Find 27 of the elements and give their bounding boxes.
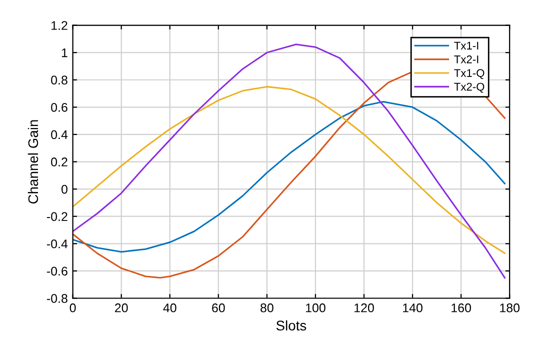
x-tick-label: 120 — [354, 303, 374, 312]
x-tick-label: 0 — [70, 303, 76, 312]
x-tick-label: 40 — [163, 303, 176, 312]
y-tick-label: 0.8 — [51, 76, 68, 85]
x-tick-label: 80 — [260, 303, 274, 312]
x-axis-title: Slots — [276, 320, 306, 331]
x-tick-label: 140 — [403, 303, 422, 312]
x-tick-label: 60 — [212, 303, 225, 312]
legend-label: Tx1-I — [454, 42, 478, 50]
y-tick-label: 1 — [62, 48, 68, 58]
legend-label: Tx2-I — [454, 55, 478, 64]
y-tick-label: 0.4 — [51, 130, 68, 140]
x-tick-label: 160 — [452, 303, 472, 312]
y-tick-label: 0.2 — [51, 158, 68, 166]
y-tick-label: -0.8 — [46, 294, 68, 303]
y-tick-label: 0.6 — [51, 102, 68, 112]
legend-label: Tx2-Q — [454, 82, 484, 93]
x-tick-label: 100 — [306, 303, 326, 312]
legend-label: Tx1-Q — [454, 69, 484, 79]
y-tick-label: -0.4 — [46, 239, 68, 248]
y-axis-title: Channel Gain — [28, 120, 38, 204]
y-tick-label: -0.2 — [46, 212, 68, 222]
x-tick-label: 180 — [500, 303, 520, 312]
x-tick-label: 20 — [115, 303, 128, 312]
y-tick-label: -0.6 — [46, 266, 68, 276]
y-tick-label: 1.2 — [52, 21, 68, 30]
y-tick-label: 0 — [61, 184, 68, 194]
